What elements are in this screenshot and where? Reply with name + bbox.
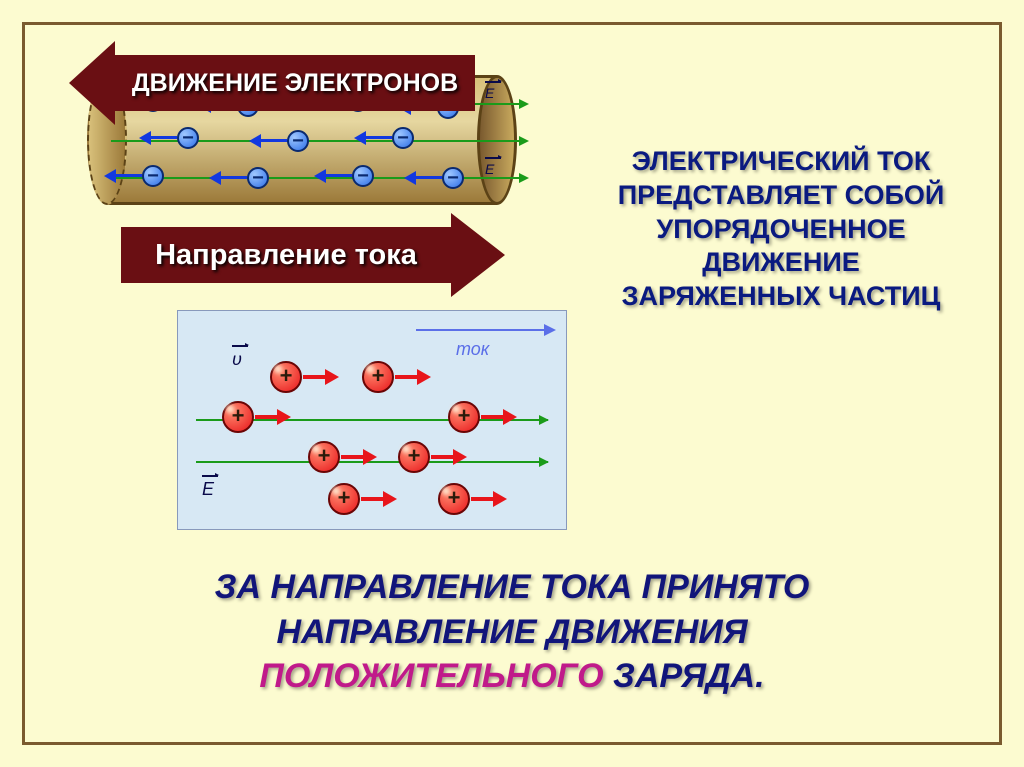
electron-arrowhead [354, 131, 366, 145]
field-line [111, 140, 521, 142]
electron-arrowhead [104, 169, 116, 183]
positive-charge: + [398, 441, 430, 473]
electron: − [287, 130, 309, 152]
banner-arrowhead-right [451, 213, 505, 297]
bottom-line-2: НАПРАВЛЕНИЕ ДВИЖЕНИЯ [276, 613, 747, 651]
field-arrowhead [539, 415, 549, 425]
electron-ball: − [142, 165, 164, 187]
bottom-line-3-rest: ЗАРЯДА. [604, 657, 765, 695]
positive-ball: + [398, 441, 430, 473]
positive-ball: + [308, 441, 340, 473]
electron: − [442, 167, 464, 189]
field-label-lower: E [202, 479, 214, 500]
positive-arrowhead [383, 491, 397, 507]
positive-arrowhead [503, 409, 517, 425]
electron: − [177, 127, 199, 149]
convention-text: ЗА НАПРАВЛЕНИЕ ТОКА ПРИНЯТО НАПРАВЛЕНИЕ … [25, 565, 999, 698]
positive-arrowhead [417, 369, 431, 385]
field-arrowhead [519, 173, 529, 183]
electron: − [392, 127, 414, 149]
electron-arrowhead [404, 171, 416, 185]
electron-arrowhead [249, 134, 261, 148]
positive-ball: + [448, 401, 480, 433]
electron-motion-banner: ДВИЖЕНИЕ ЭЛЕКТРОНОВ [69, 41, 475, 125]
positive-charge: + [328, 483, 360, 515]
positive-ball: + [270, 361, 302, 393]
positive-charge: + [448, 401, 480, 433]
positive-charge: + [308, 441, 340, 473]
electron-ball: − [352, 165, 374, 187]
electron-arrowhead [139, 131, 151, 145]
bottom-accent-word: ПОЛОЖИТЕЛЬНОГО [259, 657, 603, 695]
electron: − [142, 165, 164, 187]
positive-arrowhead [325, 369, 339, 385]
symbol-v-2: υ [232, 349, 242, 369]
tok-label: ток [456, 339, 489, 360]
electron-arrowhead [209, 171, 221, 185]
positive-ball: + [222, 401, 254, 433]
field-label-E: E [485, 85, 494, 101]
slide: EE −−−−−−−−−−− υ ДВИЖЕНИЕ ЭЛЕКТРОНОВ Нап… [0, 0, 1024, 767]
positive-arrowhead [363, 449, 377, 465]
electron-ball: − [177, 127, 199, 149]
electron-ball: − [392, 127, 414, 149]
slide-frame: EE −−−−−−−−−−− υ ДВИЖЕНИЕ ЭЛЕКТРОНОВ Нап… [22, 22, 1002, 745]
electron-ball: − [287, 130, 309, 152]
positive-ball: + [438, 483, 470, 515]
tok-arrow-line [416, 329, 546, 331]
positive-arrowhead [493, 491, 507, 507]
symbol-E: E [202, 479, 214, 499]
banner-electron-label: ДВИЖЕНИЕ ЭЛЕКТРОНОВ [115, 55, 475, 111]
banner-current-label: Направление тока [121, 227, 451, 283]
positive-ball: + [328, 483, 360, 515]
positive-arrowhead [277, 409, 291, 425]
positive-charge: + [270, 361, 302, 393]
field-arrowhead [519, 99, 529, 109]
field-label-E: E [485, 161, 494, 177]
electron-arrowhead [314, 169, 326, 183]
banner-arrowhead-left [69, 41, 115, 125]
positive-ball: + [362, 361, 394, 393]
field-arrowhead [519, 136, 529, 146]
positive-charge: + [438, 483, 470, 515]
bottom-line-1: ЗА НАПРАВЛЕНИЕ ТОКА ПРИНЯТО [215, 568, 810, 606]
electron: − [352, 165, 374, 187]
electron: − [247, 167, 269, 189]
field-arrowhead [539, 457, 549, 467]
positive-charge: + [222, 401, 254, 433]
positive-charge: + [362, 361, 394, 393]
positive-charge-diagram: ток υ E ++++++++ [177, 310, 567, 530]
tok-arrow-head [544, 324, 556, 336]
velocity-label-lower: υ [232, 349, 242, 370]
electron-ball: − [247, 167, 269, 189]
electron-ball: − [442, 167, 464, 189]
current-direction-banner: Направление тока [121, 213, 505, 297]
positive-arrowhead [453, 449, 467, 465]
definition-text: ЭЛЕКТРИЧЕСКИЙ ТОК ПРЕДСТАВЛЯЕТ СОБОЙ УПО… [601, 145, 961, 314]
